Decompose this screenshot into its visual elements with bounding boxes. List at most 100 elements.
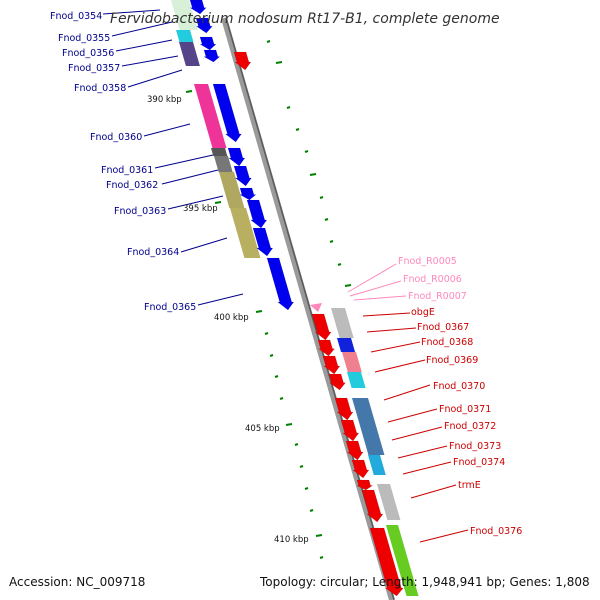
gene-label-fnod-0358[interactable]: Fnod_0358: [74, 83, 126, 94]
scale-tick: [264, 332, 269, 335]
scale-tick: [269, 354, 274, 357]
gene-label-fnod-0355[interactable]: Fnod_0355: [58, 33, 110, 44]
label-leader: [402, 461, 452, 475]
label-leader: [419, 529, 469, 543]
gene-bar: [219, 172, 245, 208]
rna-marker: [310, 303, 322, 312]
gene-bar: [337, 338, 356, 352]
gene-bar: [171, 0, 198, 30]
gene-label-fnod-r0007[interactable]: Fnod_R0007: [408, 291, 467, 302]
gene-features: [171, 0, 419, 597]
gene-label-fnod-0364[interactable]: Fnod_0364: [127, 247, 179, 258]
gene-label-fnod-0373[interactable]: Fnod_0373: [449, 441, 501, 452]
gene-bar: [342, 352, 362, 372]
scale-tick: [285, 423, 293, 426]
scale-tick: [275, 61, 283, 64]
gene-bar: [230, 208, 261, 258]
gene-label-fnod-0376[interactable]: Fnod_0376: [470, 526, 522, 537]
kbp-label: 390 kbp: [147, 95, 182, 105]
kbp-label: 405 kbp: [245, 424, 280, 434]
gene-arrow: [340, 419, 360, 442]
label-leader: [387, 408, 438, 423]
gene-arrow: [361, 489, 384, 523]
gene-bar: [194, 84, 227, 148]
label-leader: [391, 426, 443, 441]
label-leader: [349, 280, 402, 297]
gene-arrow: [345, 440, 364, 461]
label-leader: [121, 55, 179, 67]
label-leader: [383, 384, 431, 401]
gene-label-fnod-0367[interactable]: Fnod_0367: [417, 322, 469, 333]
gene-arrow: [334, 397, 354, 421]
gene-bar: [347, 372, 366, 388]
scale-tick: [214, 201, 222, 204]
gene-label-fnod-0356[interactable]: Fnod_0356: [62, 48, 114, 59]
kbp-labels: 390 kbp 395 kbp 400 kbp 405 kbp 410 kbp: [147, 95, 309, 545]
scale-ticks: [185, 40, 352, 559]
gene-label-fnod-r0006[interactable]: Fnod_R0006: [403, 274, 462, 285]
gene-bar: [214, 156, 233, 172]
gene-label-obge[interactable]: obgE: [411, 307, 435, 318]
scale-tick: [329, 240, 334, 243]
gene-arrow: [202, 49, 221, 63]
label-leader: [180, 237, 228, 253]
label-leader: [410, 484, 457, 499]
gene-bar: [352, 398, 385, 455]
rna-gene-labels: Fnod_R0005 Fnod_R0006 Fnod_R0007: [398, 256, 467, 302]
label-leader: [362, 312, 411, 317]
label-leader: [111, 21, 173, 37]
gene-bar: [211, 148, 228, 156]
gene-label-fnod-0374[interactable]: Fnod_0374: [453, 457, 505, 468]
scale-tick: [309, 509, 314, 512]
right-gene-labels: obgE Fnod_0367 Fnod_0368 Fnod_0369 Fnod_…: [411, 307, 522, 537]
gene-label-fnod-0369[interactable]: Fnod_0369: [426, 355, 478, 366]
gene-label-fnod-0363[interactable]: Fnod_0363: [114, 206, 166, 217]
gene-label-fnod-0361[interactable]: Fnod_0361: [101, 165, 153, 176]
gene-arrow: [233, 165, 252, 187]
label-leader: [347, 263, 397, 293]
scale-tick: [324, 218, 329, 221]
gene-bar: [368, 455, 386, 475]
scale-tick: [294, 443, 299, 446]
gene-label-trme[interactable]: trmE: [458, 480, 481, 491]
map-title: Fervidobacterium nodosum Rt17-B1, comple…: [110, 11, 500, 27]
left-gene-labels: Fnod_0354 Fnod_0355 Fnod_0356 Fnod_0357 …: [50, 11, 196, 313]
gene-label-fnod-0372[interactable]: Fnod_0372: [444, 421, 496, 432]
gene-arrow: [322, 355, 341, 375]
scale-tick: [185, 90, 193, 93]
scale-tick: [295, 128, 300, 131]
gene-label-fnod-0357[interactable]: Fnod_0357: [68, 63, 120, 74]
gene-label-fnod-0362[interactable]: Fnod_0362: [106, 180, 158, 191]
gene-arrow: [369, 527, 404, 597]
gene-arrow: [266, 257, 295, 311]
scale-tick: [315, 534, 323, 537]
gene-label-fnod-0368[interactable]: Fnod_0368: [421, 337, 473, 348]
gene-bar: [331, 308, 354, 338]
scale-tick: [299, 465, 304, 468]
gene-arrow: [356, 479, 374, 491]
label-leader: [154, 154, 214, 169]
scale-tick: [304, 150, 309, 153]
scale-tick: [304, 487, 309, 490]
gene-label-fnod-r0005[interactable]: Fnod_R0005: [398, 256, 457, 267]
scale-tick: [279, 397, 284, 400]
gene-bar: [377, 484, 401, 520]
kbp-label: 395 kbp: [183, 204, 218, 214]
gene-label-fnod-0365[interactable]: Fnod_0365: [144, 302, 196, 313]
gene-arrow: [351, 459, 370, 479]
scale-tick: [319, 196, 324, 199]
gene-label-fnod-0354[interactable]: Fnod_0354: [50, 11, 102, 22]
gene-arrow: [233, 51, 252, 71]
gene-arrow: [311, 313, 332, 341]
gene-label-fnod-0370[interactable]: Fnod_0370: [433, 381, 485, 392]
label-leader: [197, 293, 244, 306]
label-leader: [102, 9, 161, 15]
scale-tick: [309, 173, 317, 176]
label-leader: [127, 69, 183, 88]
gene-arrow: [227, 147, 246, 167]
gene-label-fnod-0360[interactable]: Fnod_0360: [90, 132, 142, 143]
label-leader: [115, 39, 173, 52]
label-leader: [366, 327, 417, 333]
gene-label-fnod-0371[interactable]: Fnod_0371: [439, 404, 491, 415]
